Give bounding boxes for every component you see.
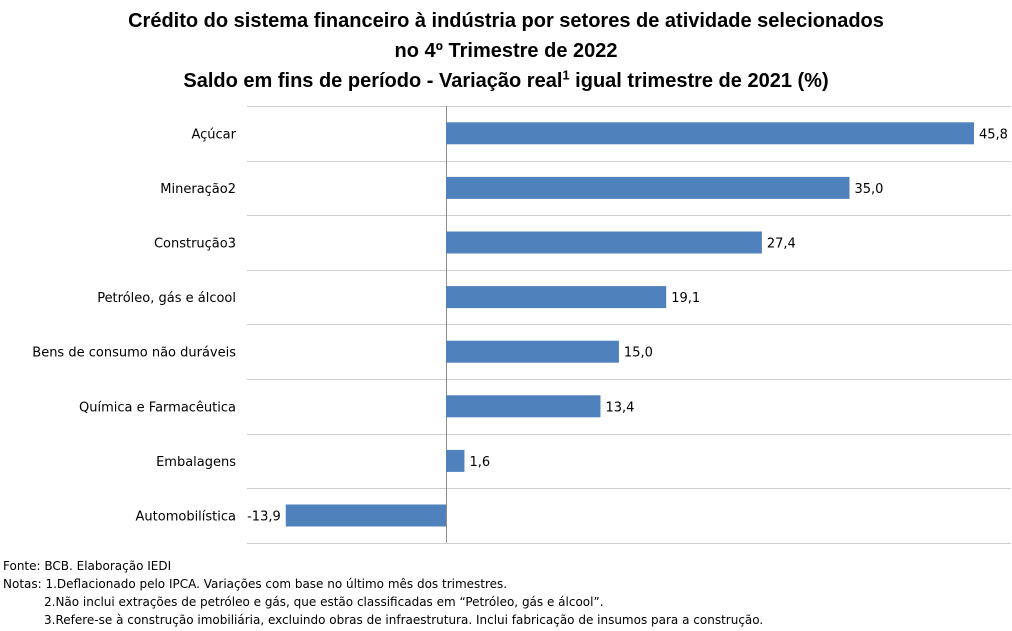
title-line-2: no 4º Trimestre de 2022 [394, 40, 618, 62]
bar [446, 122, 974, 145]
bar [446, 449, 465, 472]
category-label: Química e Farmacêutica [79, 400, 236, 415]
note-2: 2.Não inclui extrações de petróleo e gás… [44, 595, 604, 609]
note-1: Notas: 1.Deflacionado pelo IPCA. Variaçõ… [3, 577, 508, 591]
bar [446, 340, 619, 363]
category-label: Automobilística [136, 510, 236, 525]
data-label: -13,9 [247, 510, 281, 525]
category-label: Petróleo, gás e álcool [97, 291, 236, 306]
note-3: 3.Refere-se à construção imobiliária, ex… [44, 613, 764, 627]
title-line-3-main: Saldo em fins de período - Variação real [183, 70, 563, 92]
bar [446, 395, 601, 418]
bar [446, 286, 667, 309]
category-label: Mineração2 [160, 182, 236, 197]
title-footnote-marker: 1 [562, 67, 570, 83]
data-label: 1,6 [469, 455, 490, 470]
bar [446, 176, 850, 199]
data-label: 19,1 [671, 291, 700, 306]
data-label: 15,0 [624, 346, 653, 361]
category-label: Construção3 [154, 237, 236, 252]
category-label: Embalagens [156, 455, 236, 470]
bar [446, 231, 762, 254]
category-label: Açúcar [191, 127, 236, 142]
data-label: 35,0 [854, 182, 883, 197]
data-label: 27,4 [767, 237, 796, 252]
category-label: Bens de consumo não duráveis [32, 346, 236, 361]
title-line-3-end: igual trimestre de 2021 (%) [569, 70, 829, 92]
source-note: Fonte: BCB. Elaboração IEDI [3, 559, 172, 573]
data-label: 45,8 [979, 127, 1008, 142]
chart-title: Crédito do sistema financeiro à indústri… [0, 6, 1012, 96]
title-line-3: Saldo em fins de período - Variação real… [0, 66, 1012, 96]
title-line-1: Crédito do sistema financeiro à indústri… [128, 10, 884, 32]
notes-block: Fonte: BCB. Elaboração IEDI Notas: 1.Def… [3, 557, 763, 629]
data-label: 13,4 [605, 400, 634, 415]
bar [285, 504, 446, 527]
